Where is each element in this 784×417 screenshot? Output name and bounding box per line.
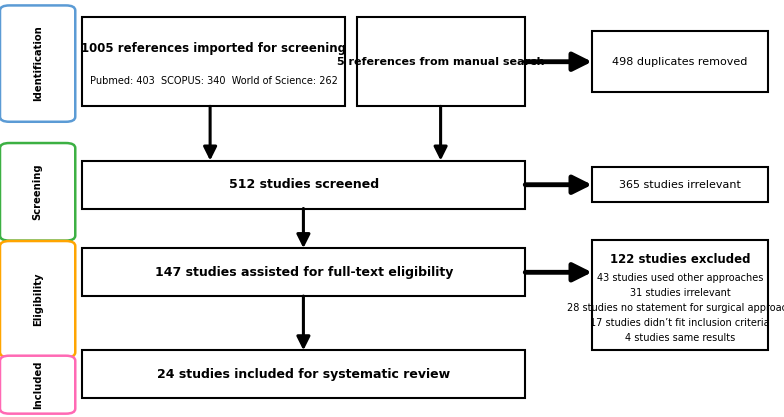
- Text: Included: Included: [33, 360, 42, 409]
- Text: 43 studies used other approaches: 43 studies used other approaches: [597, 274, 764, 284]
- FancyBboxPatch shape: [0, 5, 75, 122]
- FancyBboxPatch shape: [0, 143, 75, 241]
- Text: 5 references from manual search: 5 references from manual search: [337, 57, 545, 66]
- Bar: [82, 161, 525, 208]
- FancyBboxPatch shape: [0, 241, 75, 357]
- Text: 365 studies irrelevant: 365 studies irrelevant: [619, 180, 741, 189]
- Bar: [82, 17, 345, 106]
- Text: 4 studies same results: 4 studies same results: [625, 333, 735, 343]
- Bar: [82, 248, 525, 296]
- FancyBboxPatch shape: [0, 356, 75, 414]
- Text: 1005 references imported for screening: 1005 references imported for screening: [81, 42, 347, 55]
- Bar: [592, 31, 768, 92]
- Text: Screening: Screening: [33, 163, 42, 220]
- Text: 498 duplicates removed: 498 duplicates removed: [612, 57, 748, 66]
- Text: Pubmed: 403  SCOPUS: 340  World of Science: 262: Pubmed: 403 SCOPUS: 340 World of Science…: [89, 76, 338, 86]
- Text: 512 studies screened: 512 studies screened: [229, 178, 379, 191]
- Text: 17 studies didn’t fit inclusion criteria: 17 studies didn’t fit inclusion criteria: [590, 318, 770, 328]
- Bar: [592, 167, 768, 202]
- Bar: [357, 17, 525, 106]
- Bar: [592, 240, 768, 350]
- Text: 24 studies included for systematic review: 24 studies included for systematic revie…: [158, 368, 450, 381]
- Text: Identification: Identification: [33, 26, 42, 101]
- Text: 31 studies irrelevant: 31 studies irrelevant: [630, 289, 731, 299]
- Text: 28 studies no statement for surgical approach: 28 studies no statement for surgical app…: [567, 303, 784, 313]
- Text: 147 studies assisted for full-text eligibility: 147 studies assisted for full-text eligi…: [154, 266, 453, 279]
- Text: Eligibility: Eligibility: [33, 272, 42, 326]
- Bar: [82, 350, 525, 398]
- Text: 122 studies excluded: 122 studies excluded: [610, 253, 750, 266]
